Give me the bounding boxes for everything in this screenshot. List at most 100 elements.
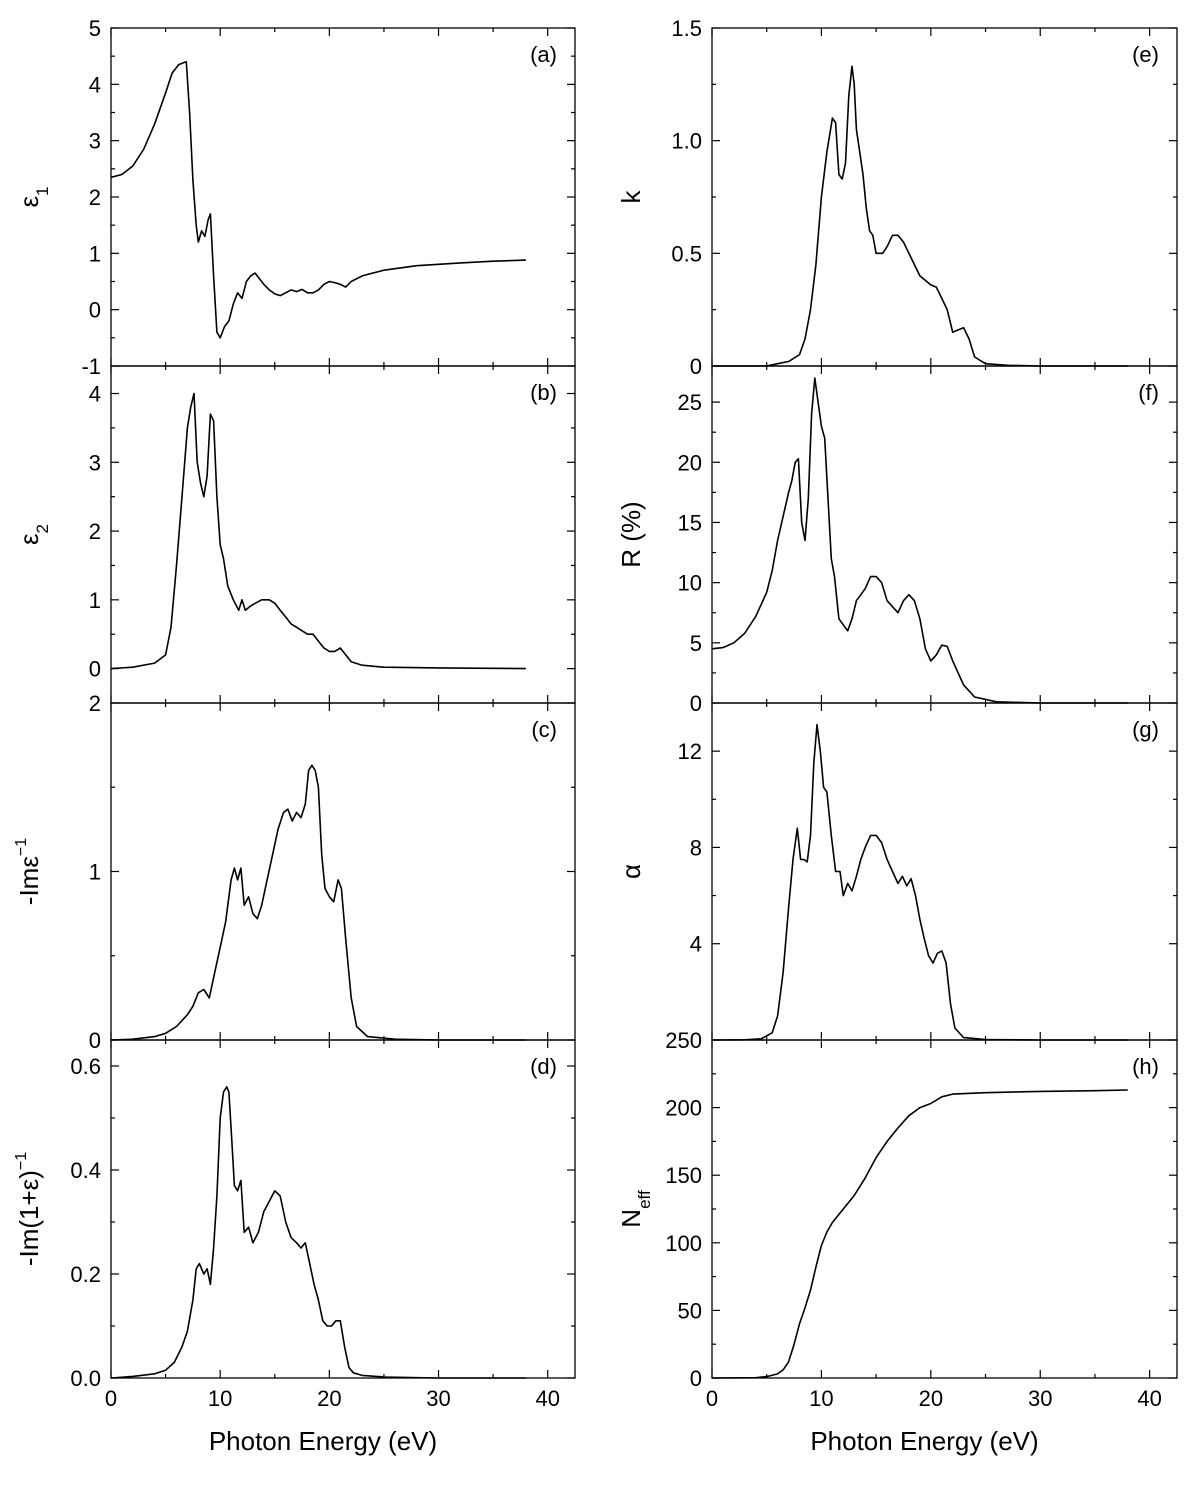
panel-a-frame xyxy=(110,27,576,367)
y-tick-label: 0.5 xyxy=(671,241,702,266)
y-axis-title-h: Neff xyxy=(616,1190,654,1228)
x-tick-label: 0 xyxy=(105,1386,117,1411)
y-tick-label: 100 xyxy=(665,1231,702,1256)
y-tick-label: 1 xyxy=(89,588,101,613)
y-tick-label: 0 xyxy=(89,657,101,682)
y-axis-title-sub: 1 xyxy=(33,186,52,195)
panel-tag-h: (h) xyxy=(1132,1054,1159,1079)
series-line-c xyxy=(110,764,526,1041)
series-line-g xyxy=(711,723,1128,1041)
y-axis-title-main: α xyxy=(616,864,646,879)
panel-tag-e: (e) xyxy=(1132,42,1159,67)
y-tick-label: 4 xyxy=(89,382,101,407)
x-tick-label: 20 xyxy=(919,1386,943,1411)
y-axis-title-sub: eff xyxy=(635,1190,654,1209)
y-axis-title-main: R (%) xyxy=(616,501,646,567)
y-axis-title-main: -Imε xyxy=(14,856,44,906)
panel-d: 0 10 20 30 40 0.0 0.2 0.4 0.6 (d) -Im(1+ε)−1 Photon… xyxy=(13,1039,576,1456)
y-tick-label: 0 xyxy=(89,298,101,323)
y-axis-title-e: k xyxy=(616,190,646,204)
series-line-h xyxy=(711,1089,1128,1379)
y-tick-label: 5 xyxy=(690,631,702,656)
y-tick-label: 3 xyxy=(89,129,101,154)
y-axis-title-g: α xyxy=(616,864,646,879)
y-tick-label: 2 xyxy=(89,185,101,210)
x-tick-label: 40 xyxy=(535,1386,559,1411)
y-tick-label: 8 xyxy=(690,835,702,860)
y-tick-label: 0.0 xyxy=(70,1366,101,1391)
y-axis-title-main: ε xyxy=(14,533,44,545)
y-tick-label: -1 xyxy=(81,354,101,379)
y-tick-label: 1.5 xyxy=(671,16,702,41)
y-tick-label: 0.4 xyxy=(70,1158,101,1183)
x-axis-title-h: Photon Energy (eV) xyxy=(810,1426,1038,1456)
x-axis-title-d: Photon Energy (eV) xyxy=(209,1426,437,1456)
x-tick-label: 10 xyxy=(208,1386,232,1411)
series-line-d xyxy=(110,1086,526,1379)
y-tick-label: 1 xyxy=(89,860,101,885)
x-tick-label: 10 xyxy=(809,1386,833,1411)
y-axis-title-f: R (%) xyxy=(616,501,646,567)
x-tick-label: 30 xyxy=(426,1386,450,1411)
panel-tag-g: (g) xyxy=(1132,717,1159,742)
panel-c-frame xyxy=(110,702,576,1041)
panel-f-frame xyxy=(711,365,1178,704)
y-axis-title-b: ε2 xyxy=(14,524,52,545)
panel-tag-a: (a) xyxy=(530,42,557,67)
y-tick-label: 15 xyxy=(678,510,702,535)
y-axis-title-main: -Im(1+ε) xyxy=(14,1170,44,1266)
y-tick-label: 12 xyxy=(678,739,702,764)
y-tick-label: 0 xyxy=(89,1028,101,1053)
panel-d-frame xyxy=(110,1039,576,1379)
panel-tag-d: (d) xyxy=(530,1054,557,1079)
y-axis-title-sup: −1 xyxy=(13,838,30,856)
x-tick-label: 20 xyxy=(317,1386,341,1411)
series-line-f xyxy=(711,377,1128,704)
y-tick-label: 25 xyxy=(678,390,702,415)
y-axis-title-c: -Imε−1 xyxy=(13,838,44,905)
y-axis-title-sup: −1 xyxy=(13,1152,30,1170)
y-tick-label: 50 xyxy=(678,1298,702,1323)
y-tick-label: 250 xyxy=(665,1028,702,1053)
y-tick-label: 0 xyxy=(690,1366,702,1391)
panel-e: 0 0.5 1.0 1.5 (e) k xyxy=(616,16,1178,379)
y-axis-title-main: ε xyxy=(14,196,44,208)
series-line-b xyxy=(110,392,526,670)
series-line-e xyxy=(712,65,1128,367)
y-tick-label: 20 xyxy=(678,450,702,475)
panel-g: 4 8 12 (g) α xyxy=(616,702,1178,1041)
x-tick-label: 40 xyxy=(1137,1386,1161,1411)
y-tick-label: 4 xyxy=(690,932,702,957)
panel-h: 0 10 20 30 40 0 50 100 150 200 250 (h) Neff Photon En… xyxy=(616,1028,1178,1456)
y-axis-title-a: ε1 xyxy=(14,186,52,207)
y-axis-title-sub: 2 xyxy=(33,524,52,533)
panel-tag-b: (b) xyxy=(530,380,557,405)
y-axis-title-main: N xyxy=(616,1209,646,1228)
panel-f: 0 5 10 15 20 25 (f) R (%) xyxy=(616,365,1178,716)
panel-e-frame xyxy=(711,27,1178,367)
y-tick-label: 4 xyxy=(89,72,101,97)
y-axis-title-main: k xyxy=(616,190,646,204)
y-tick-label: 1.0 xyxy=(671,129,702,154)
y-tick-label: 2 xyxy=(89,519,101,544)
panel-tag-c: (c) xyxy=(531,717,557,742)
series-line-a xyxy=(110,60,526,339)
x-tick-label: 30 xyxy=(1028,1386,1052,1411)
y-tick-label: 2 xyxy=(89,691,101,716)
panel-tag-f: (f) xyxy=(1138,380,1159,405)
y-tick-label: 0.2 xyxy=(70,1262,101,1287)
y-tick-label: 10 xyxy=(678,571,702,596)
y-tick-label: 200 xyxy=(665,1096,702,1121)
y-tick-label: 0 xyxy=(690,691,702,716)
y-tick-label: 3 xyxy=(89,450,101,475)
y-tick-label: 0 xyxy=(690,354,702,379)
y-tick-label: 5 xyxy=(89,16,101,41)
panel-c: 0 1 2 (c) -Imε−1 xyxy=(13,691,576,1053)
y-tick-label: 1 xyxy=(89,241,101,266)
x-tick-label: 0 xyxy=(706,1386,718,1411)
y-axis-title-d: -Im(1+ε)−1 xyxy=(13,1152,44,1266)
y-tick-label: 0.6 xyxy=(70,1054,101,1079)
